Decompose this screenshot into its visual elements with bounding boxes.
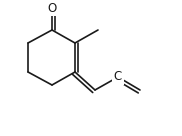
Text: O: O — [47, 1, 57, 15]
Text: C: C — [114, 70, 122, 84]
